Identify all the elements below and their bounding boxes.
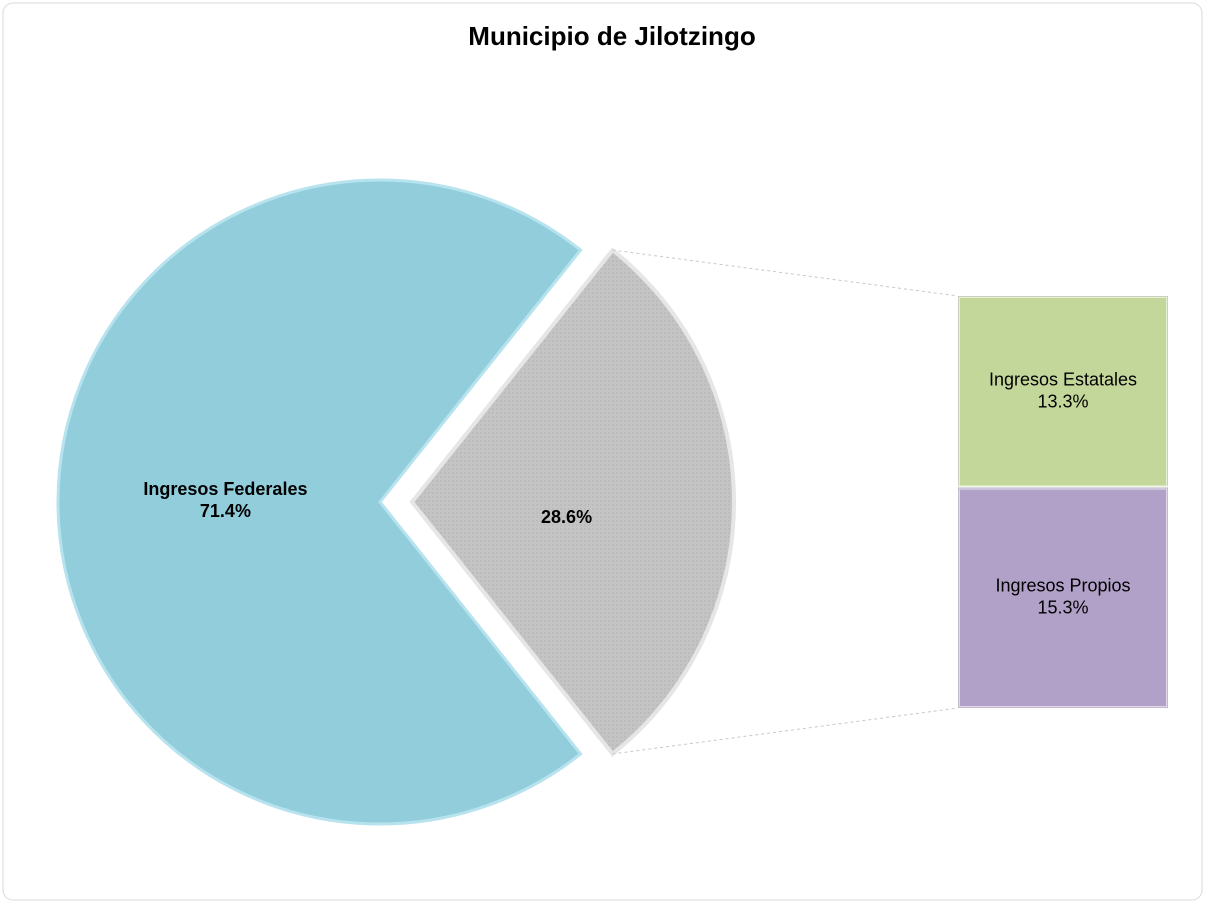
bar-bevel	[958, 487, 1168, 708]
data-label: Ingresos Federales	[143, 479, 307, 499]
data-label: Ingresos Propios	[995, 576, 1130, 596]
connector-line	[612, 249, 959, 297]
pie-slice	[409, 247, 736, 757]
pie-slice	[56, 178, 583, 826]
bar-segment	[956, 294, 1170, 490]
data-label: 28.6%	[541, 507, 592, 527]
chart-title: Municipio de Jilotzingo	[468, 21, 755, 51]
data-label: 15.3%	[1037, 598, 1088, 618]
bar-segment	[956, 485, 1170, 710]
data-label: Ingresos Estatales	[989, 370, 1137, 390]
data-label: 13.3%	[1037, 392, 1088, 412]
connector-line	[612, 707, 959, 755]
data-label: 71.4%	[200, 501, 251, 521]
